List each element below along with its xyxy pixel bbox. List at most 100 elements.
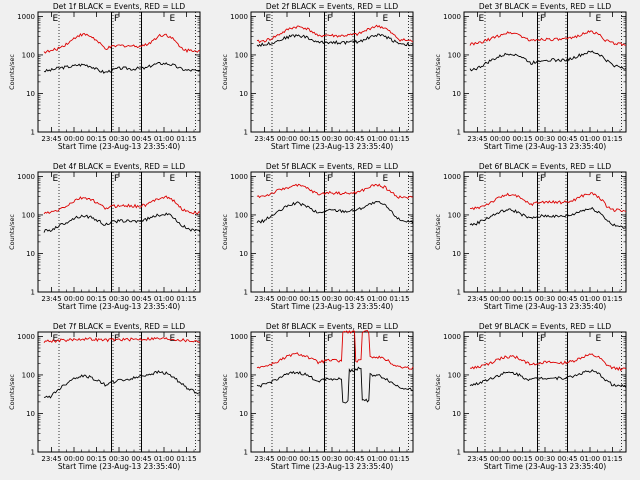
x-tick-label: 01:00 (154, 295, 174, 303)
x-tick-label: 00:15 (299, 295, 319, 303)
y-tick-label: 1000 (17, 13, 35, 21)
x-axis-label: Start Time (23-Aug-13 23:35:40) (271, 142, 393, 151)
interval-marker-label: E (479, 174, 485, 184)
y-tick-label: 1000 (230, 13, 248, 21)
y-tick-label: 10 (239, 90, 248, 98)
x-tick-label: 00:30 (109, 455, 129, 463)
x-tick-label: 00:00 (277, 135, 297, 143)
panel-title: Det 6f BLACK = Events, RED = LLD (479, 162, 612, 171)
series-line-events (256, 366, 414, 404)
y-tick-label: 1000 (230, 173, 248, 181)
y-tick-label: 1 (31, 289, 35, 297)
detector-panel-5: Det 5f BLACK = Events, RED = LLD 1 10 100 10… (221, 162, 414, 311)
x-tick-label: 01:00 (580, 455, 600, 463)
y-axis-label: Counts/sec (8, 54, 16, 90)
y-tick-label: 1000 (443, 173, 461, 181)
panel-title: Det 8f BLACK = Events, RED = LLD (266, 322, 399, 331)
y-tick-label: 10 (452, 90, 461, 98)
series-line-events (43, 370, 201, 399)
x-tick-label: 00:15 (86, 455, 106, 463)
y-tick-label: 1 (244, 289, 248, 297)
y-tick-label: 1000 (17, 333, 35, 341)
x-tick-label: 00:15 (512, 455, 532, 463)
interval-marker-label: E (596, 14, 602, 24)
y-axis-label: Counts/sec (434, 214, 442, 250)
y-axis-label: Counts/sec (8, 214, 16, 250)
x-tick-label: 23:45 (41, 295, 61, 303)
x-tick-label: 01:00 (154, 135, 174, 143)
y-tick-label: 10 (26, 90, 35, 98)
x-tick-label: 23:45 (41, 455, 61, 463)
panel-title: Det 4f BLACK = Events, RED = LLD (53, 162, 186, 171)
y-tick-label: 100 (235, 211, 248, 219)
interval-marker-label: E (596, 174, 602, 184)
x-tick-label: 00:00 (277, 295, 297, 303)
interval-marker-label: F (327, 14, 332, 24)
detector-panel-7: Det 7f BLACK = Events, RED = LLD 1 10 100 10… (8, 322, 201, 471)
series-line-lld (469, 353, 627, 372)
y-axis-label: Counts/sec (8, 374, 16, 410)
series-line-lld (43, 195, 201, 215)
y-tick-label: 1000 (443, 333, 461, 341)
x-tick-label: 01:15 (176, 135, 196, 143)
x-axis-label: Start Time (23-Aug-13 23:35:40) (484, 142, 606, 151)
x-tick-label: 00:15 (86, 135, 106, 143)
series-line-lld (256, 183, 414, 200)
x-tick-label: 01:15 (389, 455, 409, 463)
x-tick-label: 00:00 (490, 295, 510, 303)
interval-marker-label: E (53, 174, 59, 184)
x-tick-label: 23:45 (467, 295, 487, 303)
x-tick-label: 00:30 (535, 135, 555, 143)
y-tick-label: 10 (452, 250, 461, 258)
y-tick-label: 1 (31, 449, 35, 457)
y-tick-label: 1 (244, 449, 248, 457)
interval-marker-label: E (479, 14, 485, 24)
y-tick-label: 1 (244, 129, 248, 137)
panel-title: Det 3f BLACK = Events, RED = LLD (479, 2, 612, 11)
detector-panel-9: Det 9f BLACK = Events, RED = LLD 1 10 100 10… (434, 322, 627, 471)
x-tick-label: 01:15 (389, 295, 409, 303)
x-tick-label: 00:30 (109, 295, 129, 303)
y-tick-label: 100 (448, 51, 461, 59)
detector-panel-8: Det 8f BLACK = Events, RED = LLD 1 10 100 10… (221, 322, 414, 471)
y-tick-label: 100 (22, 51, 35, 59)
interval-marker-label: F (540, 14, 545, 24)
detector-panel-4: Det 4f BLACK = Events, RED = LLD 1 10 100 10… (8, 162, 201, 311)
plot-frame (37, 11, 201, 133)
y-tick-label: 1000 (443, 13, 461, 21)
detector-panel-1: Det 1f BLACK = Events, RED = LLD 1 10 100 10… (8, 2, 201, 151)
y-tick-label: 100 (22, 371, 35, 379)
y-tick-label: 10 (452, 410, 461, 418)
y-axis-label: Counts/sec (434, 374, 442, 410)
series-line-events (469, 369, 627, 389)
interval-marker-label: F (327, 334, 332, 344)
detector-panel-2: Det 2f BLACK = Events, RED = LLD 1 10 100 10… (221, 2, 414, 151)
series-line-lld (43, 336, 201, 344)
interval-marker-label: F (114, 174, 119, 184)
y-tick-label: 100 (235, 371, 248, 379)
series-line-events (43, 212, 201, 233)
panel-title: Det 7f BLACK = Events, RED = LLD (53, 322, 186, 331)
x-tick-label: 00:15 (86, 295, 106, 303)
x-tick-label: 00:00 (277, 455, 297, 463)
x-tick-label: 23:45 (254, 135, 274, 143)
series-line-events (469, 50, 627, 72)
interval-marker-label: F (327, 174, 332, 184)
y-tick-label: 1 (31, 129, 35, 137)
x-tick-label: 00:00 (490, 135, 510, 143)
interval-marker-label: E (53, 334, 59, 344)
series-line-events (43, 62, 201, 74)
interval-marker-label: E (383, 174, 389, 184)
x-tick-label: 00:15 (299, 455, 319, 463)
y-axis-label: Counts/sec (221, 54, 229, 90)
x-tick-label: 00:45 (557, 455, 577, 463)
interval-marker-label: E (266, 174, 272, 184)
x-tick-label: 23:45 (41, 135, 61, 143)
x-tick-label: 00:30 (535, 295, 555, 303)
x-tick-label: 00:45 (344, 135, 364, 143)
interval-marker-label: F (114, 14, 119, 24)
series-line-lld (43, 32, 201, 54)
interval-marker-label: E (266, 14, 272, 24)
y-tick-label: 100 (235, 51, 248, 59)
